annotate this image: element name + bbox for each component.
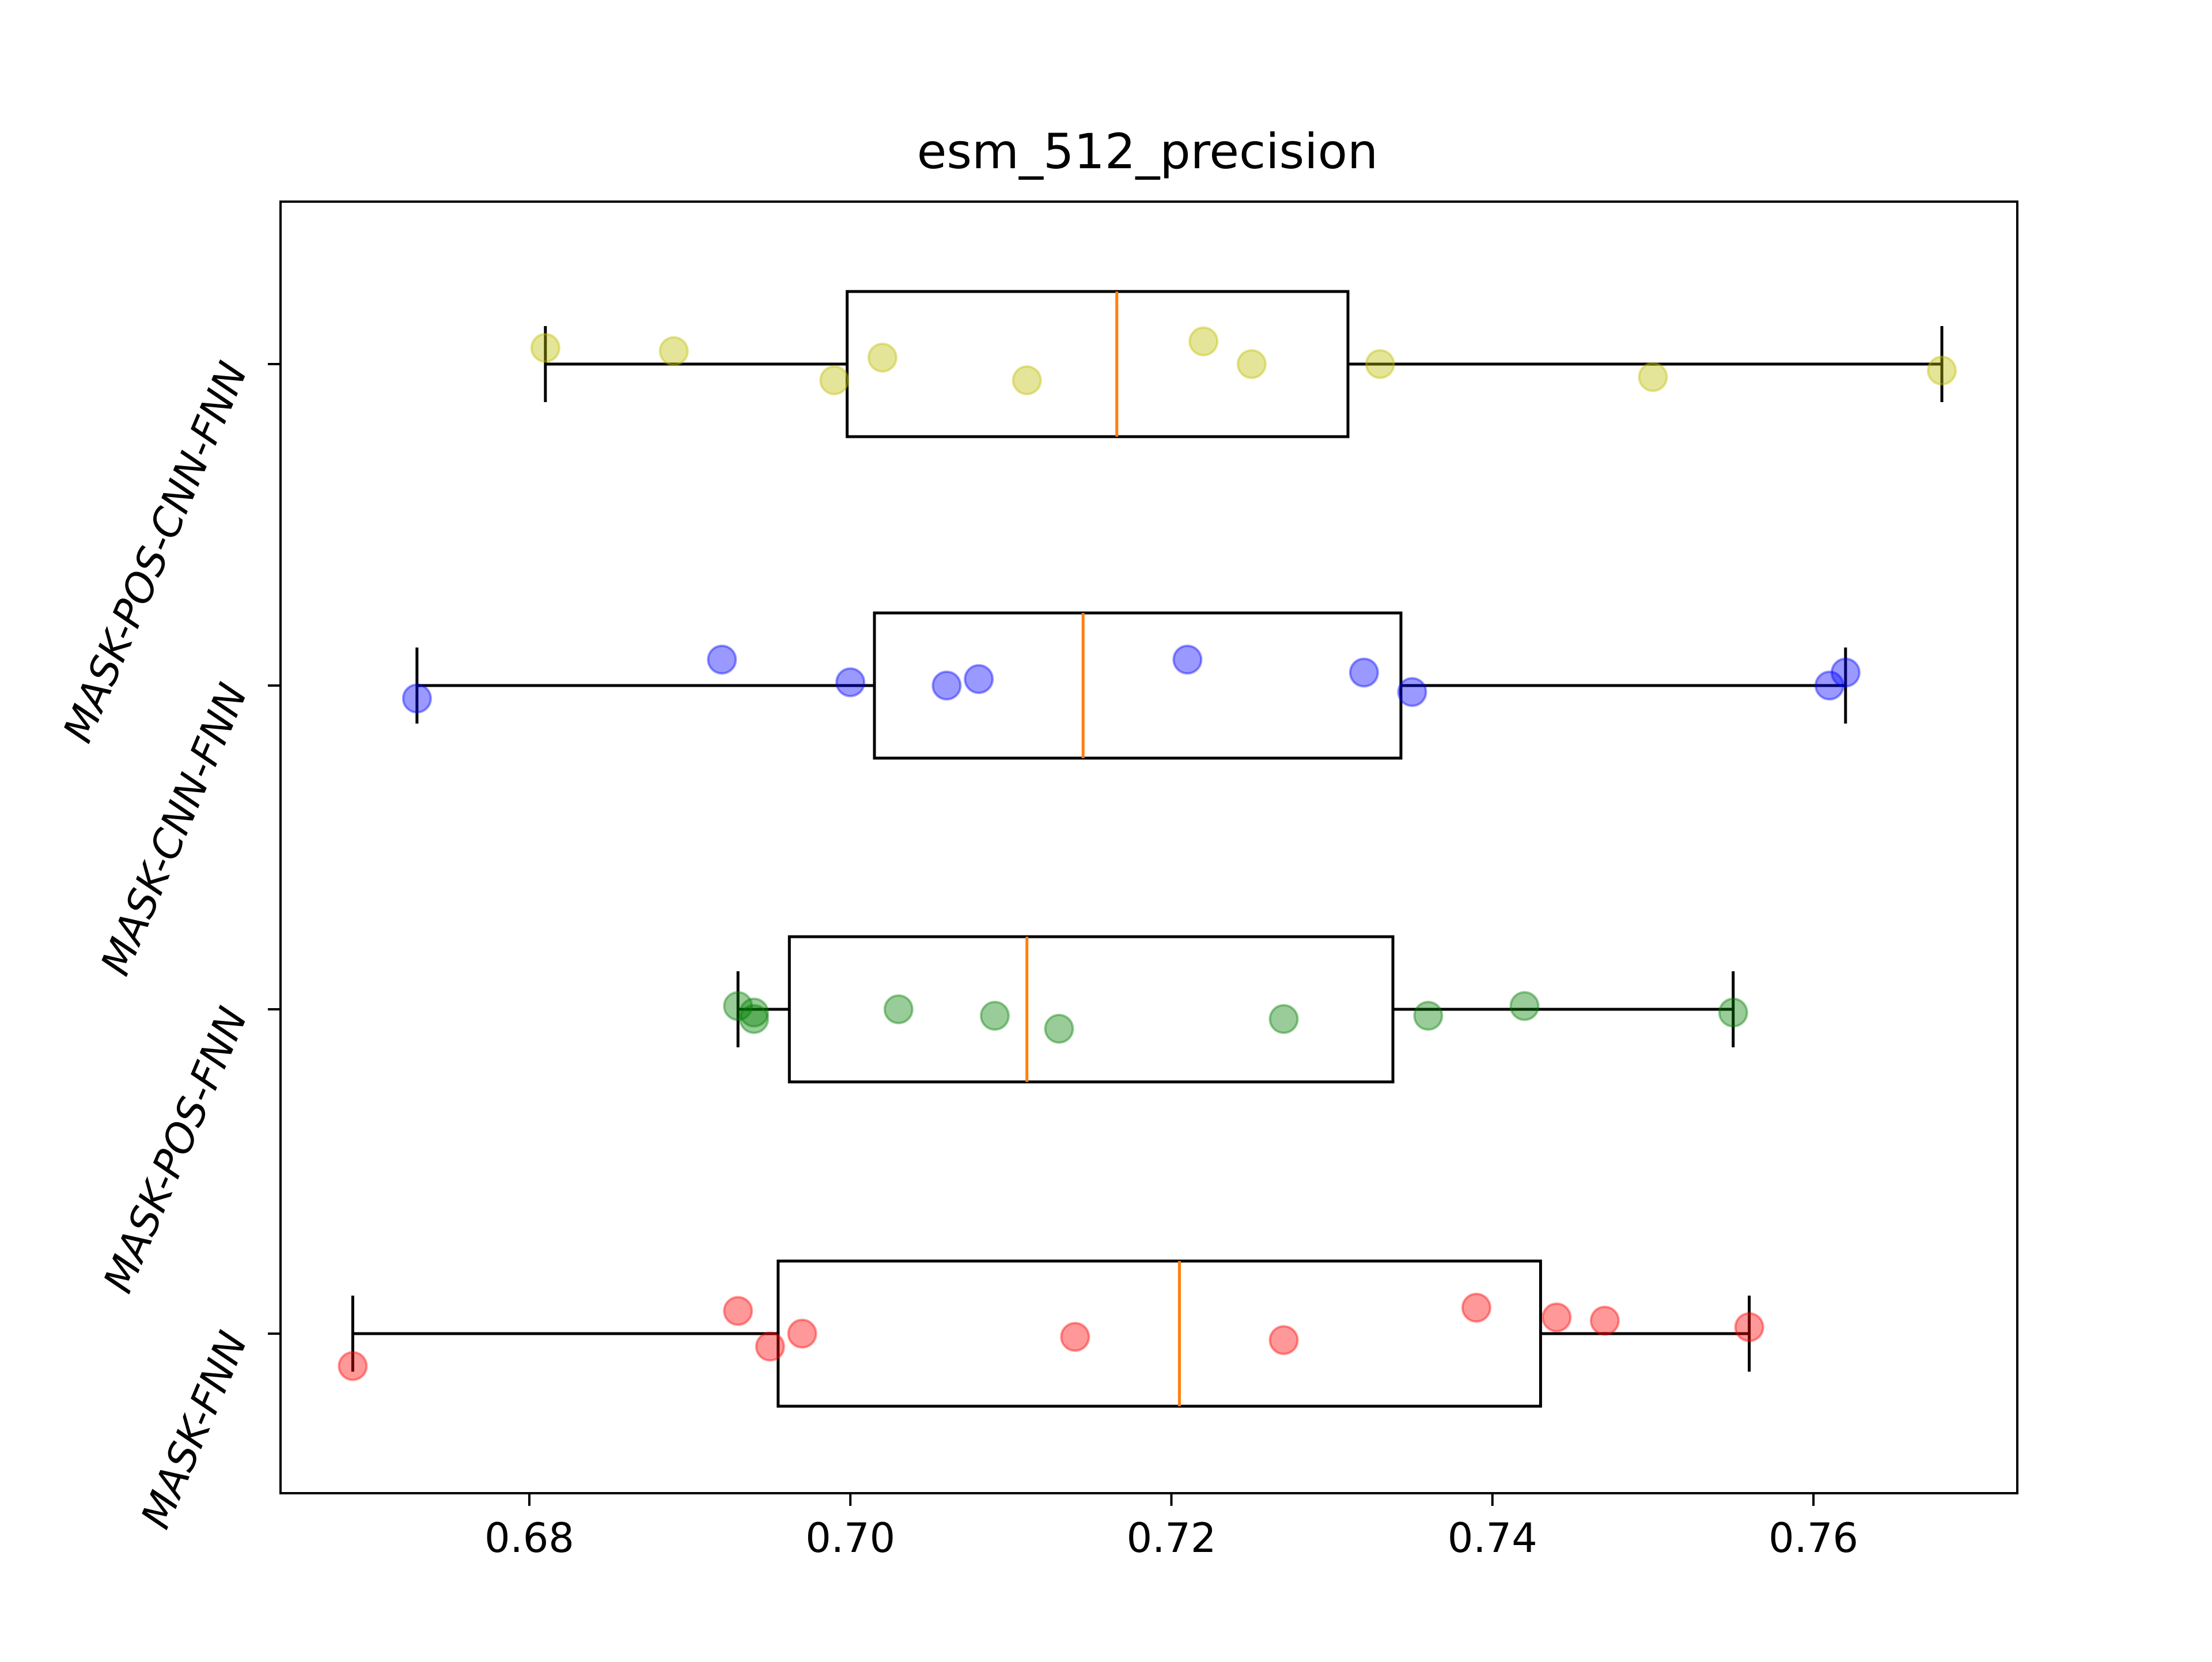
data-point <box>787 1319 817 1349</box>
x-tick-label: 0.68 <box>484 1515 574 1562</box>
box-iqr <box>846 290 1350 438</box>
series-group-mask-fnn <box>338 1259 1764 1408</box>
data-point <box>1044 1013 1074 1044</box>
data-point <box>1638 362 1668 392</box>
x-tick-label: 0.76 <box>1768 1515 1858 1562</box>
series-group-mask-cnn-fnn <box>402 611 1861 760</box>
data-point <box>723 991 753 1021</box>
series-group-mask-pos-cnn-fnn <box>530 290 1957 438</box>
data-point <box>739 1004 770 1034</box>
data-point <box>1589 1305 1620 1336</box>
data-point <box>755 1331 785 1362</box>
data-point <box>931 671 962 701</box>
data-point <box>338 1351 368 1381</box>
data-point <box>1541 1302 1572 1332</box>
data-point <box>1060 1322 1090 1352</box>
series-group-mask-pos-fnn <box>723 935 1748 1084</box>
data-point <box>1188 326 1219 357</box>
data-point <box>1268 1325 1299 1356</box>
data-point <box>867 342 897 373</box>
data-point <box>1461 1292 1491 1323</box>
data-point <box>835 667 866 698</box>
chart-title: esm_512_precision <box>917 123 1378 180</box>
data-point <box>883 994 914 1024</box>
data-point <box>1718 997 1748 1028</box>
data-point <box>1927 355 1957 386</box>
x-tick-label: 0.70 <box>805 1515 895 1562</box>
data-point <box>402 683 432 714</box>
data-point <box>1349 657 1379 688</box>
x-tick-label: 0.74 <box>1448 1515 1537 1562</box>
data-point <box>1365 349 1395 379</box>
box-iqr <box>873 611 1403 760</box>
data-point <box>1236 349 1267 379</box>
data-point <box>1012 365 1042 396</box>
data-point <box>1734 1312 1764 1342</box>
data-point <box>819 365 850 396</box>
data-point <box>658 336 689 366</box>
box-iqr <box>777 1259 1542 1408</box>
data-point <box>964 664 994 694</box>
x-tick-label: 0.72 <box>1127 1515 1217 1562</box>
data-point <box>1814 671 1844 701</box>
data-point <box>979 1001 1010 1031</box>
data-point <box>1172 644 1203 675</box>
plot-area <box>338 290 1957 1408</box>
data-point <box>1397 677 1427 707</box>
data-point <box>1413 1001 1444 1031</box>
box-iqr <box>787 935 1395 1084</box>
data-point <box>1830 657 1861 688</box>
data-point <box>1268 1004 1299 1034</box>
data-point <box>707 644 737 675</box>
data-point <box>530 332 560 363</box>
data-point <box>739 997 770 1028</box>
data-point <box>1509 991 1540 1021</box>
data-point <box>723 1296 753 1326</box>
plot-frame <box>279 200 2018 1494</box>
